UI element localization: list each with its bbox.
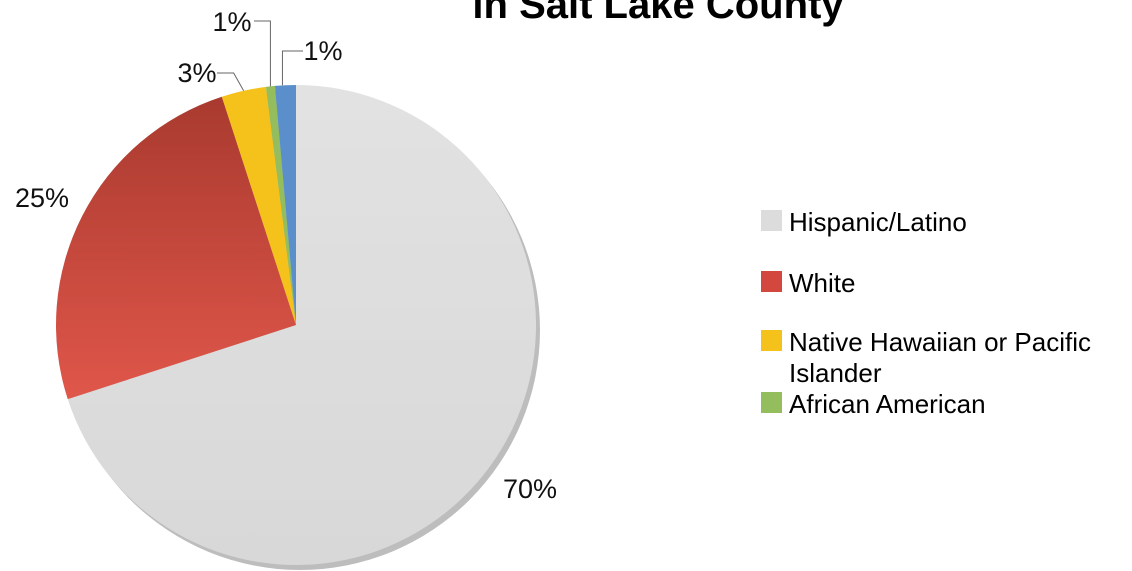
pie-slice-2 [55,96,297,400]
slice-label-3: 3% [177,58,216,88]
pie-slice-4 [265,85,296,325]
pie-slice-3 [221,86,296,325]
legend-label-2: White [789,268,855,298]
leader-line-4 [254,20,271,87]
slice-label-1: 70% [503,474,557,504]
legend-swatch-3 [761,330,782,351]
pie-slice-5 [274,85,296,325]
slice-label-4: 1% [212,7,251,37]
legend-label-3: Islander [789,358,882,388]
legend: Hispanic/Latino White Native Hawaiian or P… [761,207,1091,419]
slice-label-2: 25% [15,183,69,213]
leader-line-3 [217,72,245,92]
slice-labels: 70% 25% 3% 1% 1% [15,7,557,504]
chart-title: in Salt Lake County [472,0,844,27]
legend-label-1: Hispanic/Latino [789,207,967,237]
slice-label-5: 1% [303,36,342,66]
pie-group [55,85,540,570]
legend-swatch-4 [761,392,782,413]
leader-line-5 [281,50,303,86]
legend-label-4: African American [789,389,986,419]
legend-label-3: Native Hawaiian or Pacific [789,327,1091,357]
pie-slice-1 [67,85,537,565]
legend-swatch-2 [761,271,782,292]
legend-swatch-1 [761,210,782,231]
